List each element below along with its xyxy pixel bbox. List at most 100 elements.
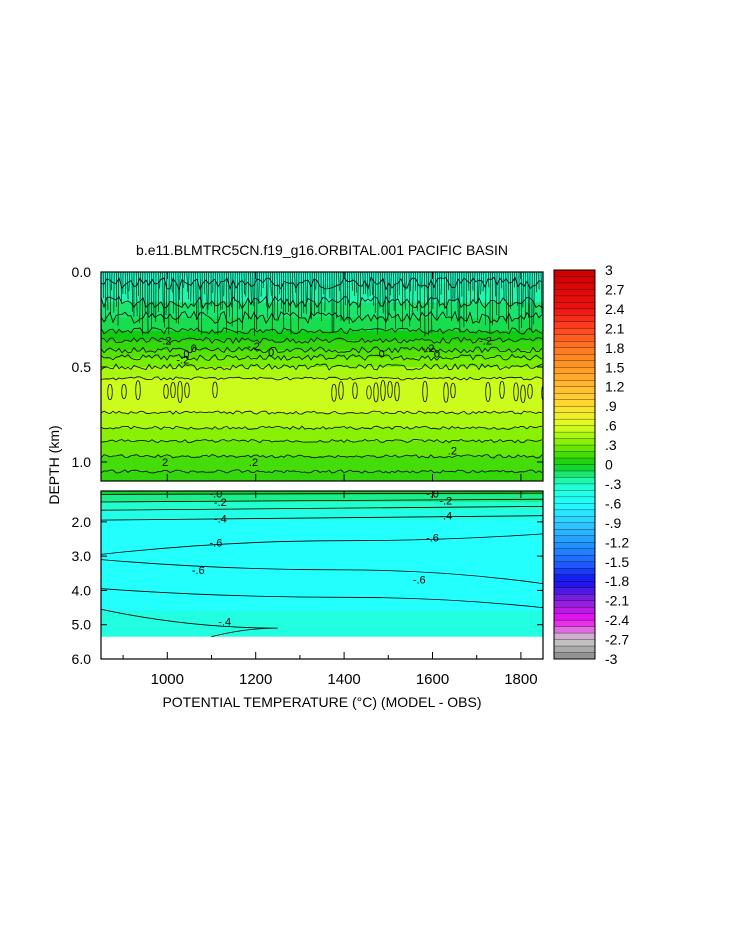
colorbar-label: 2.7: [605, 281, 625, 297]
x-tick-label: 1400: [327, 671, 360, 688]
colorbar-swatch: [553, 600, 596, 608]
colorbar-swatch: [553, 483, 596, 491]
upper-contour-1: [101, 295, 543, 310]
lower-contour-label: -.4: [439, 511, 452, 523]
colorbar-swatch: [553, 380, 596, 388]
colorbar-swatch: [553, 470, 596, 478]
upper-band-0: [101, 272, 543, 284]
upper-contour-11: [101, 439, 543, 444]
colorbar-swatch: [553, 438, 596, 446]
lower-contour-4: [101, 533, 543, 555]
upper-contour-label: .0: [180, 349, 189, 361]
colorbar-swatch: [553, 451, 596, 459]
colorbar-swatch: [553, 529, 596, 537]
mid-depth-contour-loops: [107, 380, 543, 403]
colorbar-swatch: [553, 315, 596, 323]
lower-panel-contours: -.0 -.0-.2 -.2-.4 -.4-.6 -.6-.6-.6-.4: [101, 489, 543, 638]
colorbar-swatch: [553, 308, 596, 316]
lower-panel-frame: [100, 490, 544, 660]
lower-contour-label: -.2: [214, 497, 227, 509]
y-tick-label: 3.0: [72, 548, 92, 564]
colorbar-label: .6: [605, 418, 617, 434]
colorbar-swatch: [553, 328, 596, 336]
colorbar-label: 1.8: [605, 340, 625, 356]
lower-contour-label: -.0: [209, 489, 222, 501]
upper-band-7: [101, 357, 543, 368]
y-tick-label: 6.0: [72, 651, 92, 667]
colorbar-swatch: [553, 276, 596, 284]
colorbar-label: -.3: [605, 476, 622, 492]
colorbar-swatch: [553, 490, 596, 498]
lower-contour-3: [101, 515, 543, 521]
colorbar-swatch: [553, 645, 596, 653]
colorbar-label: -.6: [605, 495, 622, 511]
lower-contour-label: -.2: [439, 496, 452, 508]
colorbar-swatch: [553, 405, 596, 414]
upper-contour-4: [101, 336, 543, 344]
colorbar-swatch: [553, 587, 596, 595]
colorbar-label: 3: [605, 262, 613, 278]
colorbar-swatch: [553, 444, 596, 452]
colorbar-label: 1.5: [605, 359, 625, 375]
upper-contour-label: -.2: [422, 343, 435, 355]
upper-contour-5: [101, 346, 543, 354]
upper-contour-3: [101, 327, 543, 335]
colorbar-swatch: [553, 477, 596, 485]
x-tick-label: 1000: [151, 671, 184, 688]
colorbar-swatch: [553, 418, 596, 427]
colorbar-label: -2.4: [605, 612, 629, 628]
colorbar-label: -1.5: [605, 554, 629, 570]
x-axis-label: POTENTIAL TEMPERATURE (°C) (MODEL - OBS): [162, 694, 481, 710]
upper-contour-8: [101, 376, 543, 381]
colorbar-swatch: [553, 548, 596, 556]
colorbar-swatch: [553, 295, 596, 303]
colorbar-frame: [553, 269, 596, 660]
upper-contour-9: [101, 410, 543, 415]
upper-band-11: [101, 427, 543, 442]
upper-contour-label: -.2: [159, 335, 172, 347]
upper-contour-label: 0: [191, 343, 197, 355]
colorbar-swatch: [553, 399, 596, 407]
upper-contour-6: [101, 353, 543, 362]
colorbar-swatch: [553, 386, 596, 394]
colorbar-swatch: [553, 632, 596, 640]
colorbar-swatch: [553, 619, 596, 628]
colorbar-swatch: [553, 464, 596, 472]
y-tick-label: 1.0: [72, 454, 92, 470]
upper-band-12: [101, 441, 543, 457]
colorbar-swatch: [553, 347, 596, 355]
lower-contour-7: [101, 608, 278, 638]
colorbar-swatch: [553, 535, 596, 543]
y-axis-label: DEPTH (km): [46, 425, 62, 504]
colorbar-label: 2.1: [605, 320, 625, 336]
upper-contour-10: [101, 425, 543, 430]
colorbar-swatch: [553, 334, 596, 342]
lower-contour-label: -.4: [214, 513, 227, 525]
colorbar: 3 2.7 2.4 2.1 1.8 1.5 1.2 .9 .6 .3 0 -.3 -.6 -.9 -1.2 -…: [553, 262, 629, 667]
colorbar-label: -1.8: [605, 573, 629, 589]
upper-band-8: [101, 367, 543, 379]
colorbar-swatch: [553, 425, 596, 433]
upper-band-6: [101, 349, 543, 358]
colorbar-swatch: [553, 522, 596, 530]
lower-panel-fill: [101, 491, 543, 659]
lower-contour-6: [101, 588, 543, 608]
upper-contour-label: -.2: [176, 354, 189, 366]
y-tick-label: 4.0: [72, 582, 92, 598]
colorbar-swatch: [553, 503, 596, 511]
colorbar-label: .3: [605, 437, 617, 453]
upper-contour-label: -.2: [479, 335, 492, 347]
upper-contour-label: 0: [268, 347, 274, 359]
upper-contour-label: 0: [379, 349, 385, 361]
colorbar-swatch: [553, 412, 596, 420]
colorbar-swatch: [553, 555, 596, 563]
colorbar-swatch: [553, 626, 596, 634]
colorbar-swatch: [553, 613, 596, 621]
colorbar-swatch: [553, 289, 596, 297]
colorbar-label: -.9: [605, 515, 622, 531]
colorbar-swatch: [553, 373, 596, 381]
colorbar-swatch: [553, 652, 596, 660]
lower-band-4: [101, 520, 543, 612]
upper-contour-label: 0: [434, 349, 440, 361]
